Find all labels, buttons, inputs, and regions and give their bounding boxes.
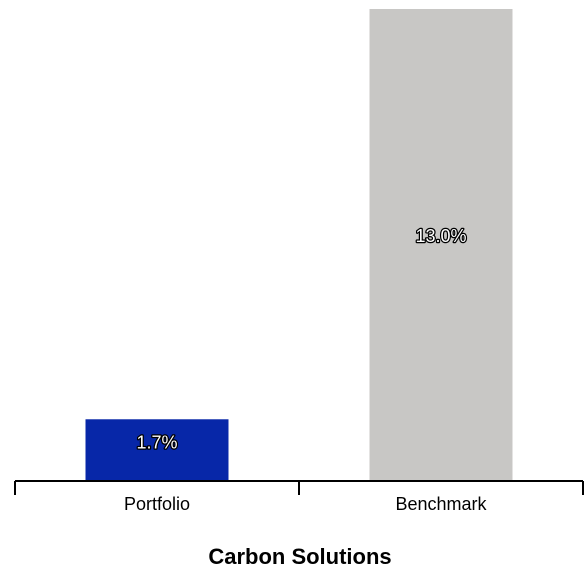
data-label-portfolio: 1.7% xyxy=(136,432,177,452)
chart-title: Carbon Solutions xyxy=(208,544,391,566)
x-tick-label-benchmark: Benchmark xyxy=(395,494,487,514)
x-tick-labels-group: Portfolio Benchmark xyxy=(124,494,488,514)
x-ticks-group xyxy=(15,481,583,495)
data-label-benchmark: 13.0% xyxy=(415,226,466,246)
x-tick-label-portfolio: Portfolio xyxy=(124,494,190,514)
